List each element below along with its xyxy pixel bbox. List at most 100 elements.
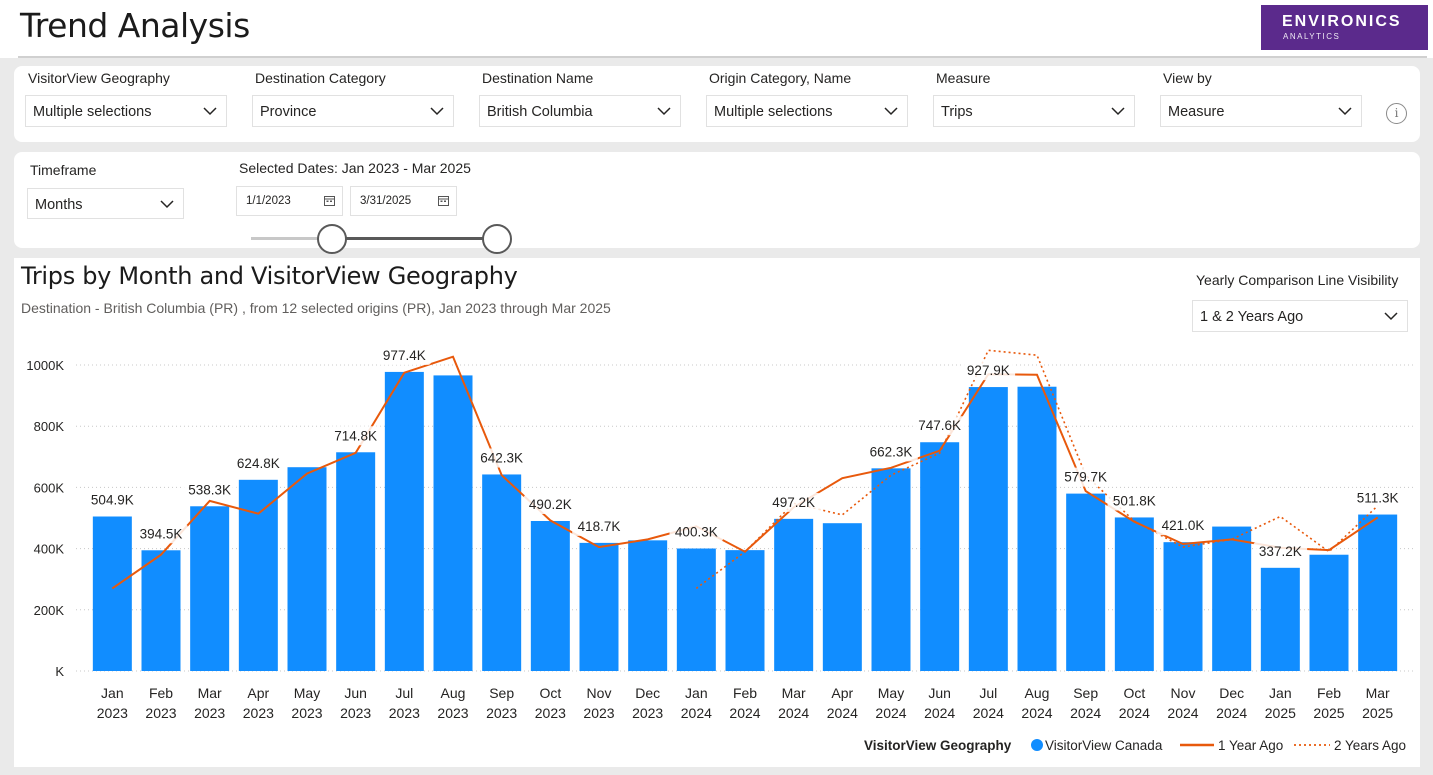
start-date-input[interactable]: 1/1/2023 <box>236 186 343 216</box>
bar[interactable] <box>968 387 1008 671</box>
chart-panel: Trips by Month and VisitorView Geography… <box>14 258 1420 767</box>
x-tick-month: Oct <box>1123 685 1145 701</box>
bar[interactable] <box>920 442 960 671</box>
bar[interactable] <box>1212 526 1252 671</box>
y-tick-label: 600K <box>34 480 65 495</box>
bar[interactable] <box>628 540 668 671</box>
bar[interactable] <box>871 468 911 671</box>
x-tick-month: Feb <box>149 685 173 701</box>
data-label-bg <box>377 345 432 365</box>
x-tick-month: Jul <box>395 685 413 701</box>
bar[interactable] <box>336 452 376 671</box>
x-tick-year: 2023 <box>145 705 176 721</box>
bar[interactable] <box>92 516 132 671</box>
x-tick-month: Nov <box>1171 685 1196 701</box>
x-tick-month: Jul <box>979 685 997 701</box>
bar[interactable] <box>725 550 765 671</box>
legend-item[interactable]: 2 Years Ago <box>1334 738 1406 753</box>
bar[interactable] <box>1309 554 1349 671</box>
origin-value: Multiple selections <box>714 104 833 120</box>
data-label: 977.4K <box>383 348 426 363</box>
bar[interactable] <box>1066 493 1106 671</box>
x-tick-year: 2024 <box>1216 705 1247 721</box>
data-label-bg <box>1350 488 1405 508</box>
y-tick-label: 800K <box>34 419 65 434</box>
x-tick-year: 2023 <box>583 705 614 721</box>
bar[interactable] <box>1163 542 1203 671</box>
bar[interactable] <box>774 518 814 671</box>
legend-item[interactable]: VisitorView Canada <box>1045 738 1163 753</box>
data-label: 747.6K <box>918 418 961 433</box>
data-label-bg <box>766 492 821 512</box>
timeframe-label: Timeframe <box>30 162 97 178</box>
geography-value: Multiple selections <box>33 104 152 120</box>
x-tick-year: 2024 <box>827 705 858 721</box>
info-icon[interactable]: i <box>1386 103 1407 124</box>
bar[interactable] <box>190 506 230 671</box>
bar[interactable] <box>530 520 570 671</box>
bar[interactable] <box>433 375 473 671</box>
x-tick-month: Jan <box>685 685 708 701</box>
date-slider-end-handle[interactable] <box>482 224 512 254</box>
bar[interactable] <box>384 371 424 671</box>
view-by-dropdown[interactable]: Measure <box>1160 95 1362 127</box>
x-tick-year: 2023 <box>194 705 225 721</box>
chevron-down-icon <box>430 107 444 116</box>
data-label: 579.7K <box>1064 470 1107 485</box>
data-label-bg <box>864 442 918 462</box>
y-tick-label: 200K <box>34 603 65 618</box>
x-tick-year: 2023 <box>389 705 420 721</box>
calendar-icon <box>438 196 449 206</box>
geography-dropdown[interactable]: Multiple selections <box>25 95 227 127</box>
data-label: 624.8K <box>237 456 280 471</box>
x-tick-year: 2024 <box>1070 705 1101 721</box>
data-label: 927.9K <box>967 363 1010 378</box>
x-tick-month: Apr <box>247 685 269 701</box>
filters-panel: VisitorView Geography Multiple selection… <box>14 66 1420 142</box>
y-tick-label: K <box>55 664 64 679</box>
y-tick-label: 400K <box>34 542 65 557</box>
bar[interactable] <box>482 474 522 671</box>
x-tick-month: Jan <box>1269 685 1292 701</box>
bar[interactable] <box>141 550 181 671</box>
bar[interactable] <box>822 523 862 671</box>
bar[interactable] <box>238 479 278 671</box>
bar[interactable] <box>676 548 716 671</box>
report-header: Trend Analysis ENVIRONICS ANALYTICS <box>0 0 1433 58</box>
data-label: 497.2K <box>772 495 815 510</box>
destination-category-dropdown[interactable]: Province <box>252 95 454 127</box>
x-tick-month: Mar <box>782 685 806 701</box>
data-label-bg <box>1058 467 1113 487</box>
chevron-down-icon <box>884 107 898 116</box>
x-tick-year: 2023 <box>632 705 663 721</box>
x-tick-month: Dec <box>1219 685 1244 701</box>
bar[interactable] <box>579 542 619 671</box>
trips-chart: K 200K 400K 600K 800K 1000K 504.9K 394.5K 538.3K… <box>26 345 1414 753</box>
data-label: 501.8K <box>1113 493 1156 508</box>
bar[interactable] <box>1017 386 1057 671</box>
x-tick-month: Jun <box>344 685 367 701</box>
x-tick-month: Jun <box>928 685 951 701</box>
destination-name-dropdown[interactable]: British Columbia <box>479 95 681 127</box>
destination-name-value: British Columbia <box>487 104 593 120</box>
data-label: 490.2K <box>529 497 572 512</box>
bar[interactable] <box>1260 567 1300 671</box>
end-date-input[interactable]: 3/31/2025 <box>350 186 457 216</box>
timeframe-dropdown[interactable]: Months <box>27 188 184 219</box>
legend-title: VisitorView Geography <box>864 738 1012 753</box>
data-label: 662.3K <box>870 444 913 459</box>
x-tick-month: Apr <box>831 685 853 701</box>
date-slider-start-handle[interactable] <box>317 224 347 254</box>
bar[interactable] <box>1358 514 1398 671</box>
bar[interactable] <box>287 467 327 671</box>
bar[interactable] <box>1114 517 1154 671</box>
data-label-bg <box>669 522 724 542</box>
origin-dropdown[interactable]: Multiple selections <box>706 95 908 127</box>
x-tick-month: Jan <box>101 685 124 701</box>
line-visibility-dropdown[interactable]: 1 & 2 Years Ago <box>1192 300 1408 332</box>
data-label-bg <box>328 426 383 446</box>
legend-item[interactable]: 1 Year Ago <box>1218 738 1283 753</box>
measure-dropdown[interactable]: Trips <box>933 95 1135 127</box>
x-tick-month: Mar <box>1366 685 1390 701</box>
data-label-bg <box>182 480 237 500</box>
